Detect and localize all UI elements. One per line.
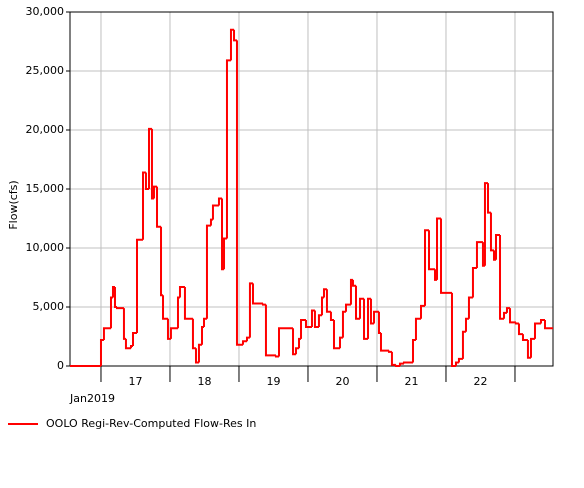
step [489,212,495,252]
step [102,327,111,341]
y-tick-label: 25,000 [26,64,65,77]
step [543,319,553,330]
step [359,297,365,319]
step [450,292,456,367]
step [251,283,263,305]
step [420,304,426,319]
step [341,310,346,338]
step [248,282,253,338]
step [461,330,466,359]
step [217,197,223,206]
step [373,310,379,324]
step [355,285,361,320]
legend-label: OOLO Regi-Rev-Computed Flow-Res In [46,417,256,430]
step [398,362,404,366]
x-axis-label: Jan2019 [69,392,115,405]
x-tick-label: 17 [128,375,142,388]
series-line [70,28,553,367]
step [514,322,519,325]
step [135,238,144,333]
step [332,319,340,350]
step [499,235,505,320]
step [313,310,319,329]
x-tick-label: 20 [335,375,349,388]
step [191,318,196,350]
step [539,318,545,324]
x-tick-label: 21 [404,375,418,388]
step [211,204,219,220]
y-tick-label: 15,000 [26,182,65,195]
step [457,357,463,363]
step [471,267,477,298]
step [521,334,528,342]
step [156,186,162,228]
step [169,327,178,339]
y-tick-label: 5,000 [33,300,65,313]
step [436,217,442,280]
y-axis-label: Flow(cfs) [7,180,20,229]
step [178,285,185,298]
step [533,322,541,339]
step [428,230,436,271]
step [379,332,389,352]
step [483,182,489,266]
step [345,303,351,312]
step [304,319,312,329]
step [325,289,331,313]
step [197,343,202,363]
step [526,340,531,359]
step [351,279,357,287]
step [152,185,158,199]
step [131,331,137,346]
step [115,307,124,310]
step [529,337,535,358]
step [241,340,247,345]
y-tick-label: 10,000 [26,241,65,254]
step [509,308,516,324]
step [329,311,334,321]
step [229,28,235,61]
step [278,327,294,357]
x-tick-label: 18 [197,375,211,388]
step [124,338,131,350]
step [274,355,280,358]
step [467,296,473,319]
step [402,361,413,364]
step [440,218,452,294]
step [317,314,322,328]
step [394,364,400,367]
step [300,318,306,339]
y-tick-label: 20,000 [26,123,65,136]
y-tick-label: 0 [57,359,64,372]
x-tick-label: 19 [266,375,280,388]
plot-frame [69,11,554,367]
step [264,304,276,357]
step [517,323,523,336]
step [144,172,150,190]
step [363,298,369,340]
step [369,298,375,325]
step [162,295,168,320]
step [225,59,231,239]
step [424,229,430,306]
step [505,307,511,313]
step [475,241,483,269]
step [390,351,396,366]
step [183,286,193,320]
step [495,234,501,260]
x-tick-label: 22 [473,375,487,388]
step [414,317,422,341]
step [205,224,211,319]
y-tick-label: 30,000 [26,5,65,18]
step [235,40,243,346]
step [294,347,300,355]
